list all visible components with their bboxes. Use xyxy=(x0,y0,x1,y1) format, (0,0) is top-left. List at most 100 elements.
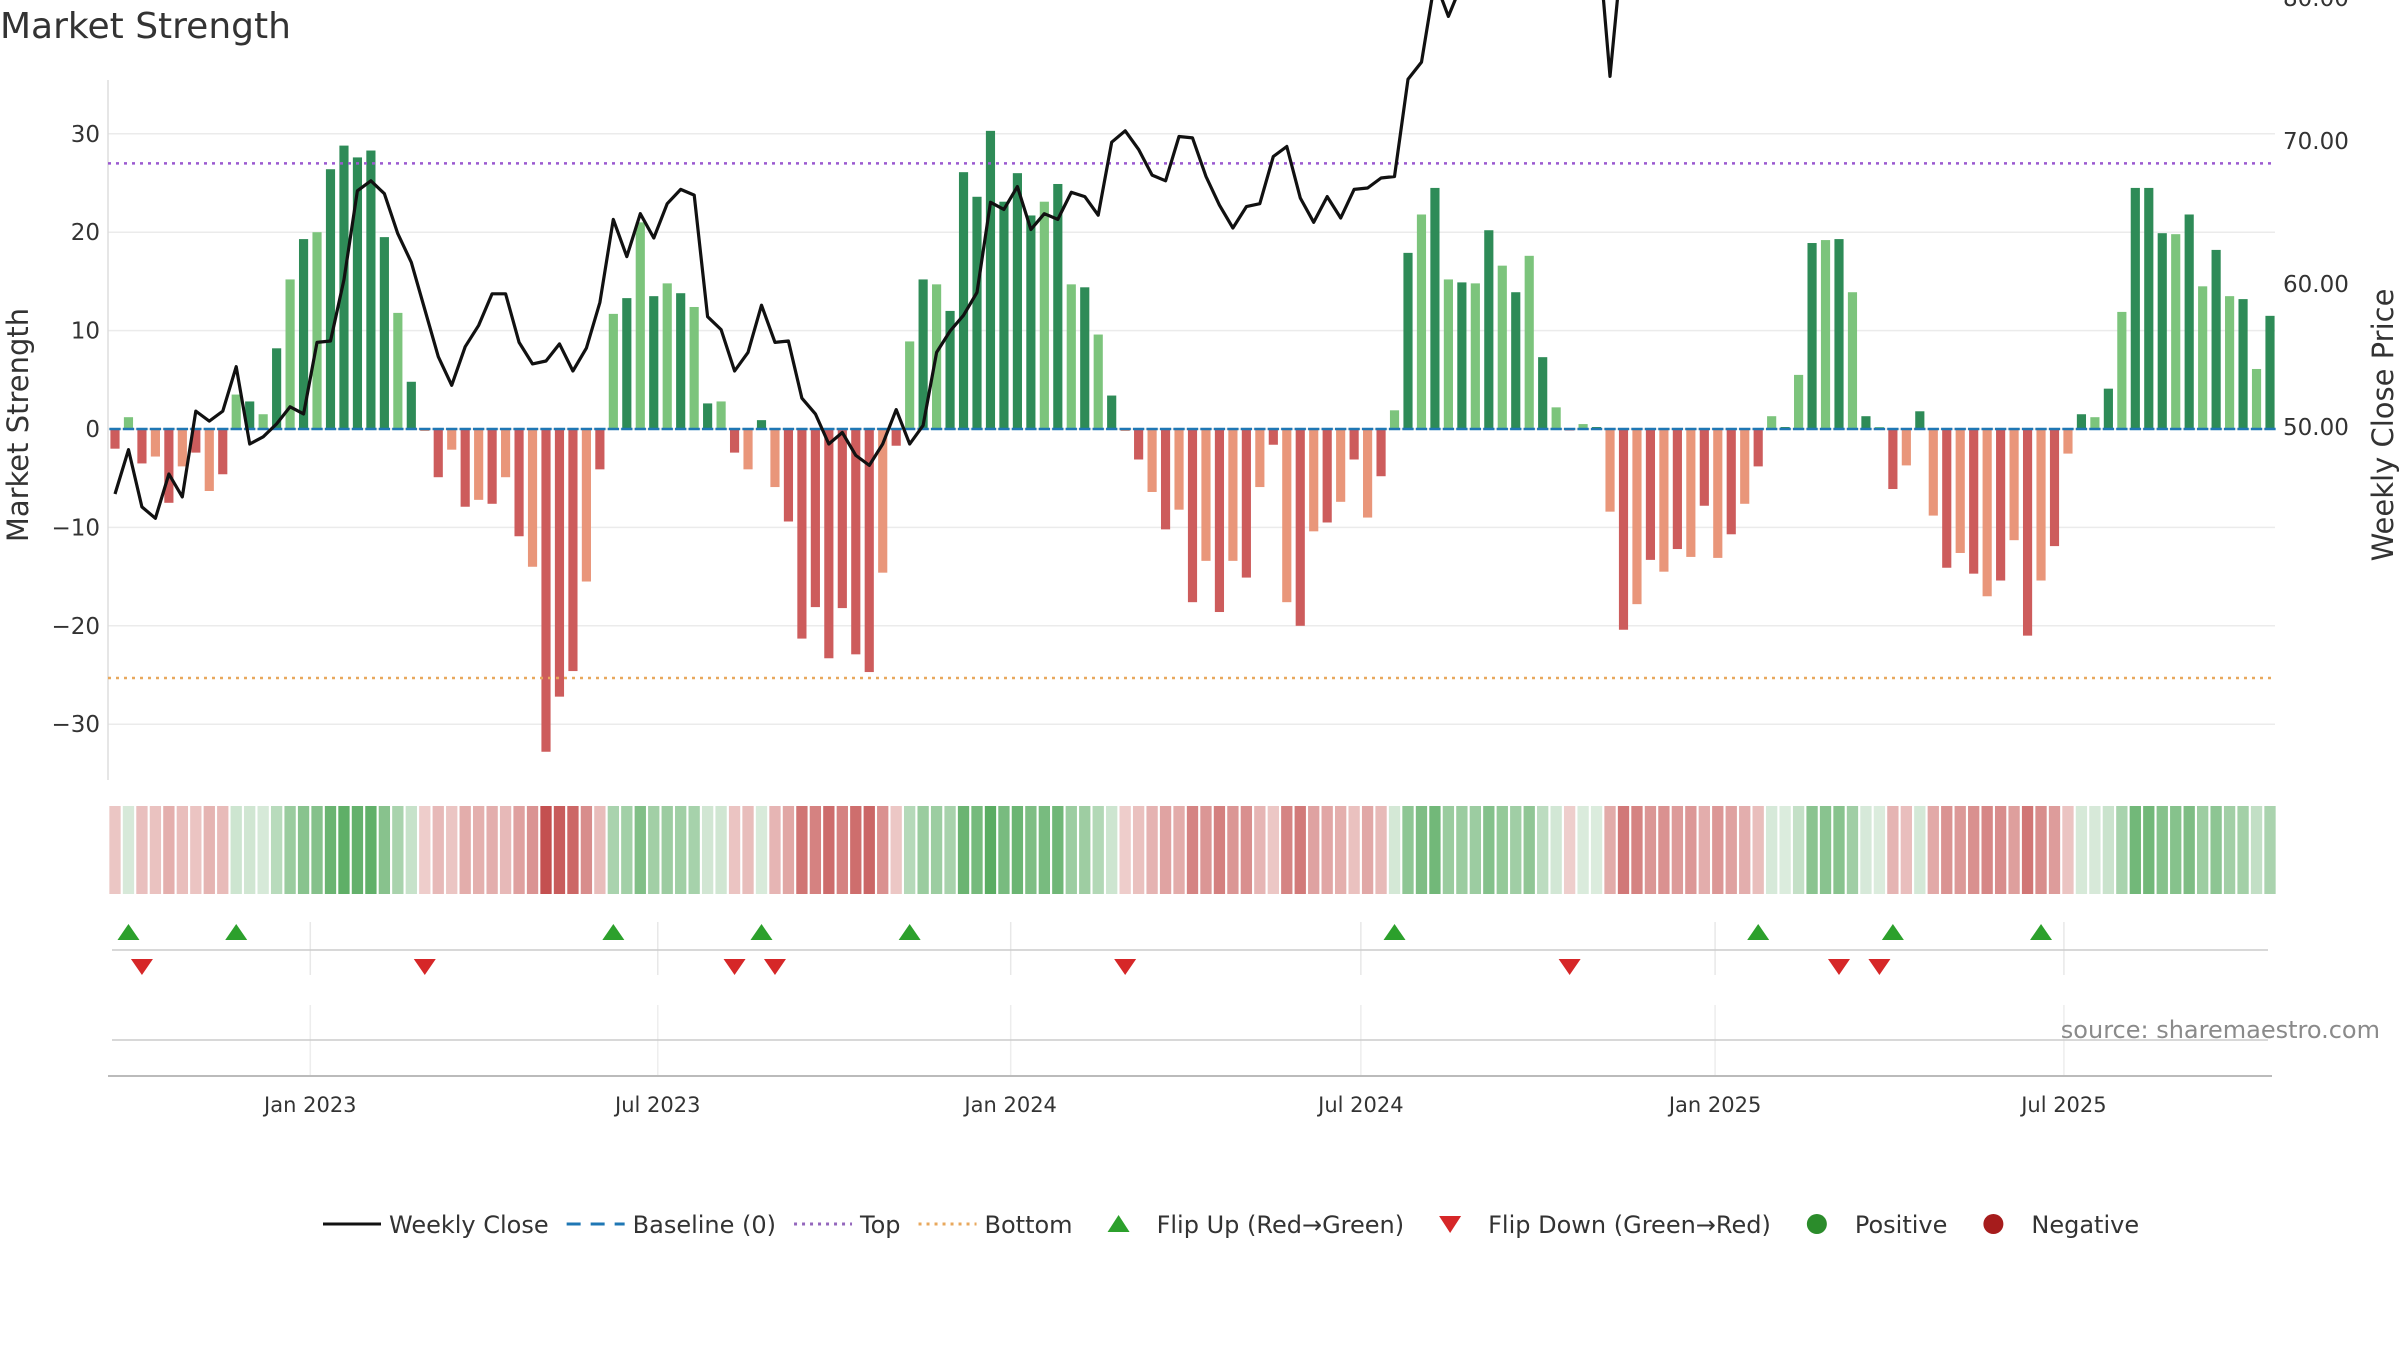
heat-cell xyxy=(1658,806,1670,894)
flip-down-marker xyxy=(763,959,786,975)
flip-up-marker xyxy=(2030,924,2053,940)
strength-bar xyxy=(676,293,686,429)
flip-up-marker xyxy=(225,924,248,940)
strength-bar xyxy=(2103,388,2113,429)
strength-bar xyxy=(2198,286,2208,429)
heat-cell xyxy=(1981,806,1993,894)
strength-bar xyxy=(1376,429,1386,477)
flip-down-marker xyxy=(1558,959,1581,975)
heat-cell xyxy=(728,806,741,894)
heat-cell xyxy=(863,806,875,894)
strength-bar xyxy=(272,348,282,429)
heat-cell xyxy=(526,806,539,894)
strength-bar xyxy=(1053,183,1063,429)
legend-label: Weekly Close xyxy=(389,1211,549,1239)
heat-cell xyxy=(1281,806,1293,894)
strength-bar xyxy=(298,239,309,429)
flip-marker-panel xyxy=(112,922,2268,975)
heat-cell xyxy=(553,806,566,894)
heat-cell xyxy=(769,806,781,894)
heat-cell xyxy=(2210,806,2222,894)
heat-cell xyxy=(1644,806,1657,894)
strength-bar xyxy=(123,417,134,429)
heat-cell xyxy=(809,806,822,894)
heat-cell xyxy=(149,806,162,894)
strength-bar xyxy=(716,401,726,429)
strength-bar xyxy=(1389,410,1400,429)
heat-cell xyxy=(1537,806,1549,894)
strength-bar xyxy=(406,381,416,429)
heat-cell xyxy=(755,806,768,894)
strength-bar xyxy=(2144,187,2154,429)
heat-cell xyxy=(742,806,754,894)
strength-bar xyxy=(2036,429,2046,581)
flip-up-marker xyxy=(1383,924,1406,940)
heat-cell xyxy=(971,806,983,894)
strength-bar xyxy=(312,232,322,429)
heat-cell xyxy=(580,806,593,894)
strength-bar xyxy=(1201,429,1211,561)
strength-bar xyxy=(1901,429,1911,466)
strength-bar xyxy=(1618,429,1629,630)
strength-bar xyxy=(1295,429,1305,626)
strength-bar xyxy=(514,429,524,537)
strength-bar xyxy=(1255,429,1265,488)
flip-up-marker xyxy=(1747,924,1770,940)
strength-bar xyxy=(554,429,565,697)
flip-up-marker xyxy=(898,924,921,940)
strength-bar xyxy=(2049,429,2060,547)
heat-cell xyxy=(2021,806,2034,894)
strength-bar xyxy=(1282,429,1292,603)
heat-cell xyxy=(782,806,795,894)
heat-cell xyxy=(1685,806,1697,894)
strength-bar xyxy=(1363,429,1373,518)
heat-cell xyxy=(2237,806,2249,894)
heat-cell xyxy=(1725,806,1737,894)
heat-cell xyxy=(1698,806,1710,894)
heat-cell xyxy=(1200,806,1212,894)
heat-cell xyxy=(1577,806,1589,894)
strength-bar xyxy=(2117,311,2127,429)
lower-panel xyxy=(108,1005,2272,1077)
strength-bar xyxy=(150,429,160,457)
strength-bar xyxy=(703,403,713,429)
strength-bar xyxy=(2184,214,2194,429)
heat-cell xyxy=(675,806,687,894)
heat-cell xyxy=(540,806,552,894)
strength-bar xyxy=(1645,429,1656,560)
heat-cell xyxy=(1927,806,1939,894)
strength-bar xyxy=(527,429,538,567)
heat-cell xyxy=(998,806,1010,894)
strength-bar xyxy=(1066,284,1076,429)
strength-bar xyxy=(231,394,241,429)
strength-bar xyxy=(770,429,780,488)
heat-cell xyxy=(1550,806,1562,894)
strength-bar xyxy=(985,130,996,429)
strength-bar xyxy=(164,429,174,503)
strength-bar xyxy=(1794,374,1804,429)
flip-down-marker xyxy=(413,959,436,975)
legend: Weekly Close Baseline (0) Top Bottom Flip Up… xyxy=(323,1211,2139,1239)
heat-cell xyxy=(634,806,646,894)
heat-cell xyxy=(648,806,660,894)
strength-bar xyxy=(204,429,214,491)
flip-down-marker xyxy=(1828,959,1850,975)
strength-bar xyxy=(891,429,901,446)
heat-cell xyxy=(1887,806,1899,894)
heat-cell xyxy=(1065,806,1077,894)
heat-cell xyxy=(459,806,471,894)
heat-cell xyxy=(378,806,391,894)
strength-bar xyxy=(837,429,847,609)
strength-bar xyxy=(662,283,672,429)
weekly-close-line xyxy=(113,0,1619,520)
heat-cell xyxy=(1563,806,1576,894)
strength-bar xyxy=(1349,429,1359,460)
heat-cell xyxy=(1792,806,1805,894)
strength-bar xyxy=(1241,429,1251,578)
heat-cell xyxy=(1631,806,1643,894)
x-tick-label: Jul 2024 xyxy=(1316,1093,1403,1117)
strength-bar xyxy=(541,429,551,752)
strength-bar xyxy=(810,429,820,608)
heat-cell xyxy=(405,806,417,894)
